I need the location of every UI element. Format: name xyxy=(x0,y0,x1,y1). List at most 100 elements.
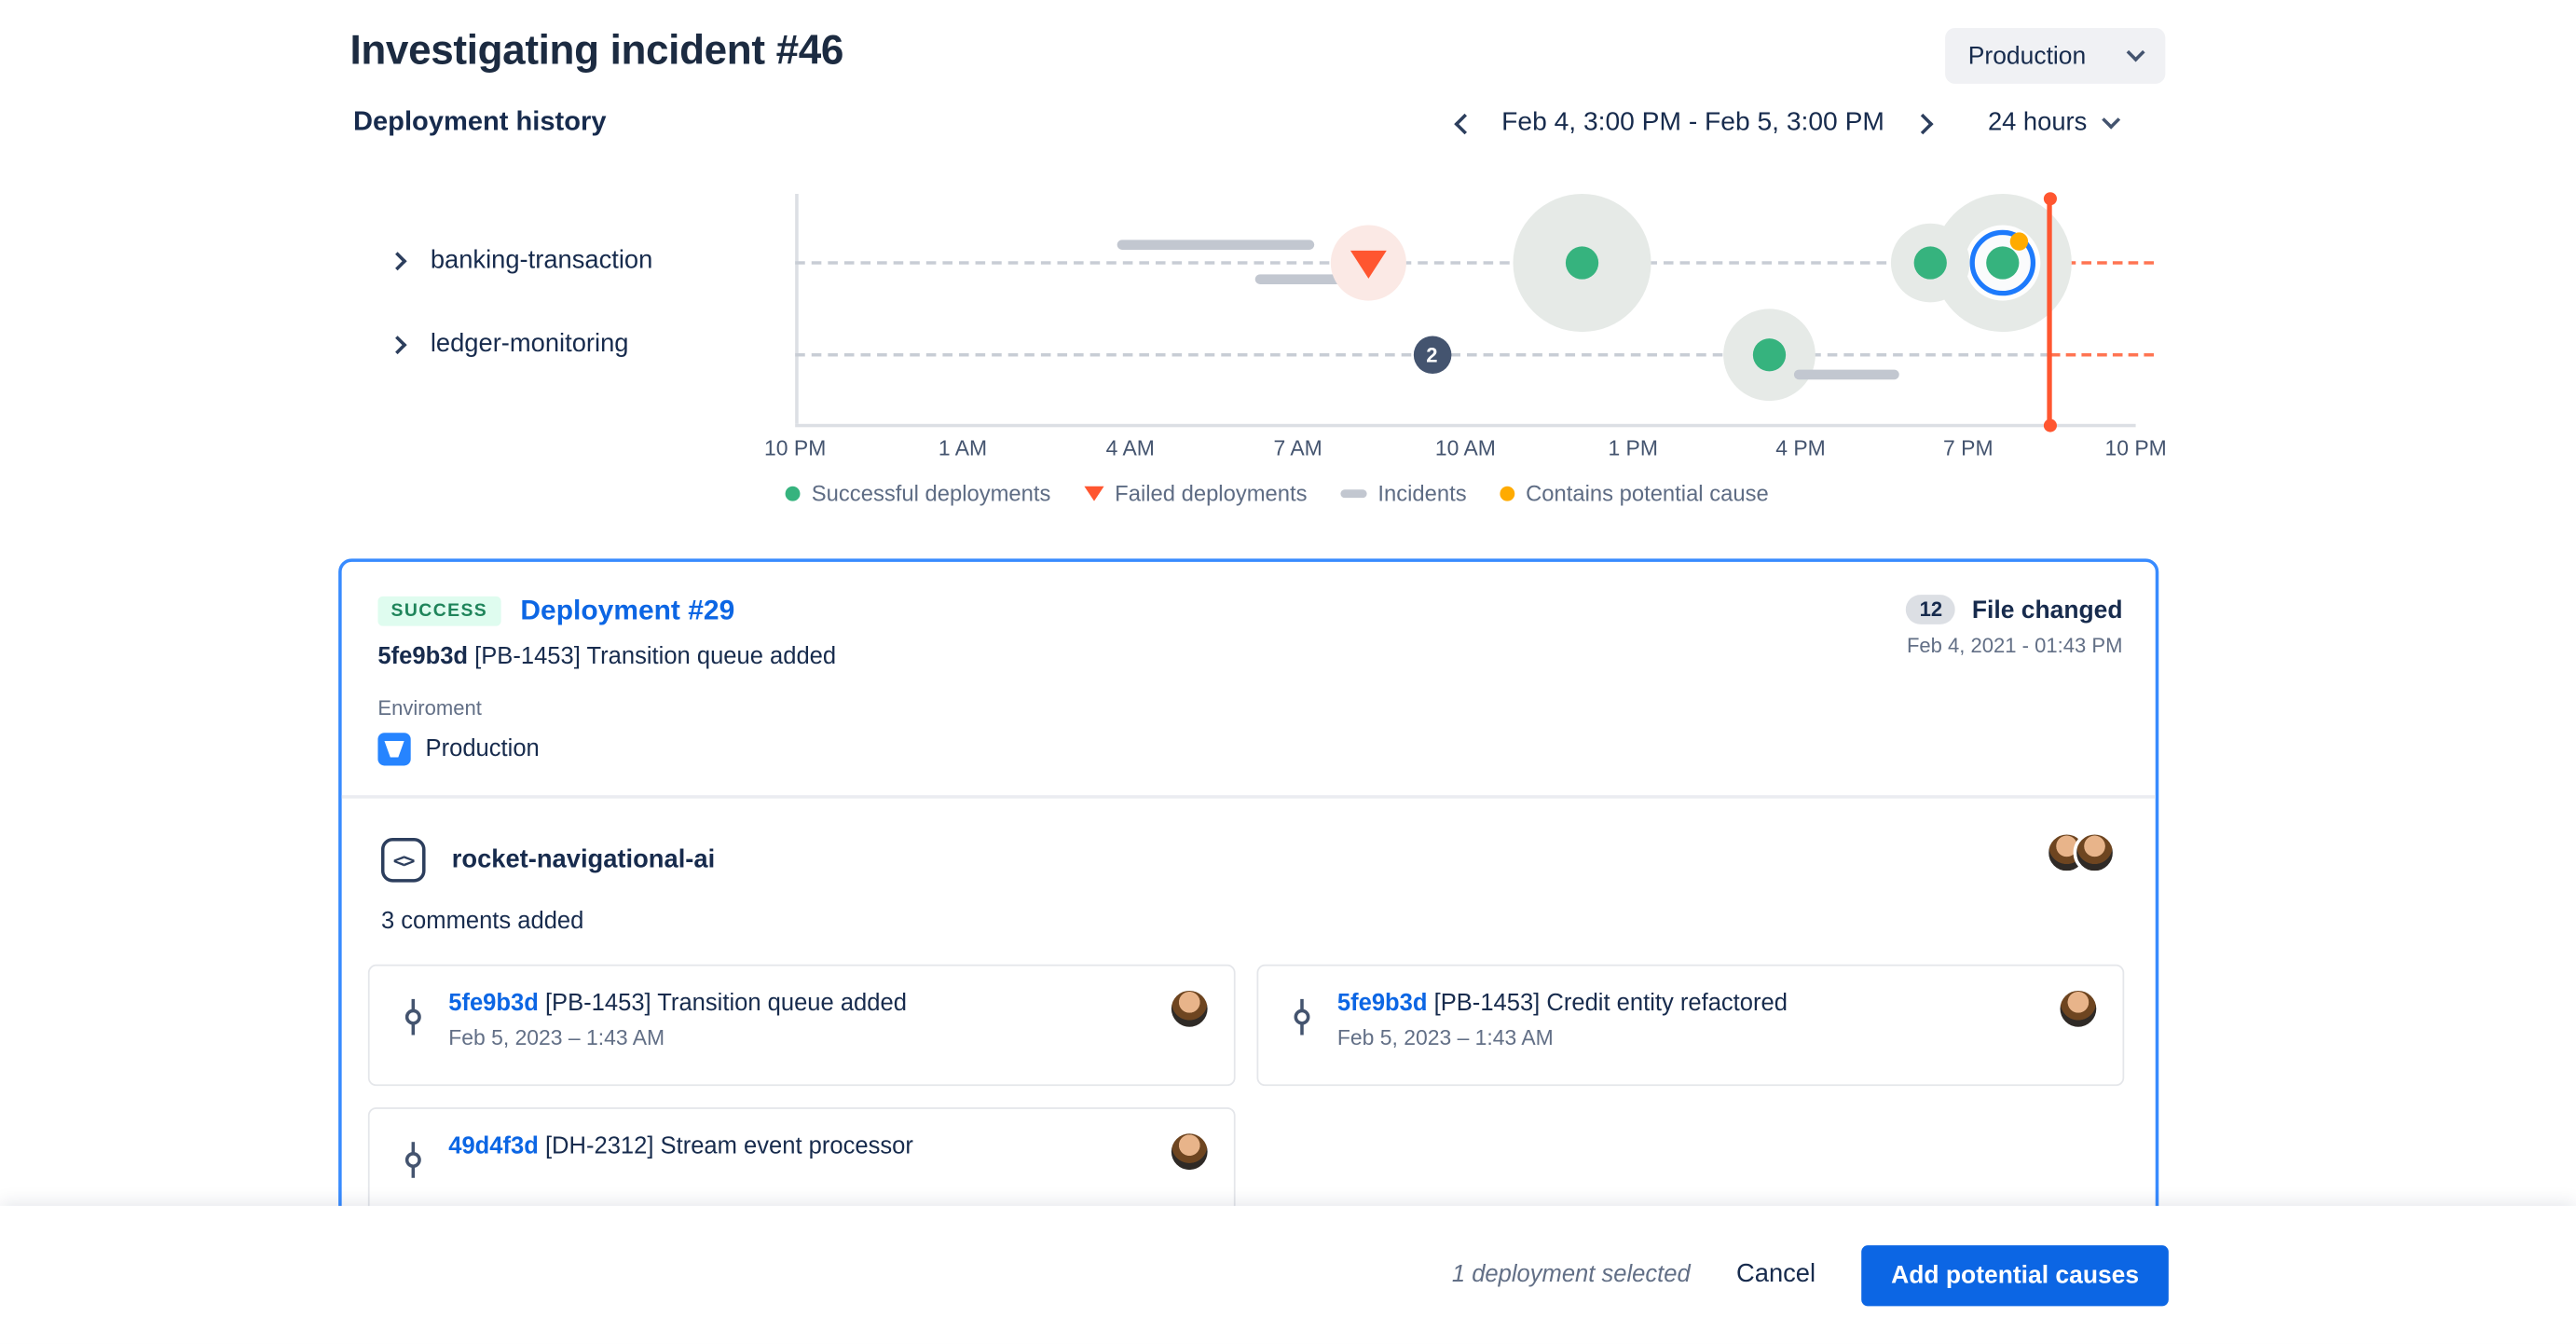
commit-message: [PB-1453] Transition queue added xyxy=(544,990,907,1018)
chart-row-label: ledger-monitoring xyxy=(430,330,629,359)
cause-legend-icon xyxy=(1499,486,1514,501)
x-axis-tick: 7 AM xyxy=(1273,435,1322,460)
bitbucket-environment-icon xyxy=(377,733,411,766)
x-axis-ticks: 10 PM 1 AM 4 AM 7 AM 10 AM 1 PM 4 PM 7 PM 10 PM xyxy=(764,435,2167,465)
commit-message: [DH-2312] Stream event processor xyxy=(544,1133,913,1160)
x-axis-tick: 7 PM xyxy=(1943,435,1994,460)
incident-bar-marker[interactable] xyxy=(1254,274,1366,284)
files-changed-label: File changed xyxy=(1971,596,2123,624)
environment-dropdown-label: Production xyxy=(1967,41,2087,70)
chevron-right-icon xyxy=(1911,112,1933,134)
commit-card[interactable]: 5fe9b3d [PB-1453] Transition queue added… xyxy=(367,964,1236,1087)
commit-hash-link[interactable]: 49d4f3d xyxy=(448,1133,539,1160)
chart-legend: Successful deployments Failed deployments… xyxy=(785,481,1769,506)
commit-message: [PB-1453] Credit entity refactored xyxy=(1433,990,1788,1018)
legend-item-failed: Failed deployments xyxy=(1083,481,1308,506)
incident-bar-marker[interactable] xyxy=(1117,240,1314,250)
code-repository-icon xyxy=(380,838,426,883)
current-time-line xyxy=(2047,199,2053,428)
row-guideline xyxy=(795,261,2050,265)
success-deployment-dot xyxy=(1986,246,2020,280)
deployment-title-link[interactable]: Deployment #29 xyxy=(520,595,735,626)
selection-count-text: 1 deployment selected xyxy=(1451,1261,1691,1289)
legend-label: Contains potential cause xyxy=(1526,481,1769,506)
x-axis-tick: 10 PM xyxy=(764,435,827,460)
commit-hash-link[interactable]: 5fe9b3d xyxy=(1336,990,1428,1018)
commit-hash-link[interactable]: 5fe9b3d xyxy=(448,990,539,1018)
repository-name: rocket-navigational-ai xyxy=(451,844,716,873)
legend-item-cause: Contains potential cause xyxy=(1499,481,1769,506)
legend-item-success: Successful deployments xyxy=(785,481,1050,506)
environment-field-label: Enviroment xyxy=(377,696,482,720)
commit-icon xyxy=(404,998,421,1035)
deployment-summary: SUCCESS Deployment #29 12 File changed F… xyxy=(342,562,2156,795)
chevron-right-icon xyxy=(388,252,407,271)
failed-legend-icon xyxy=(1083,486,1103,501)
commit-date: Feb 5, 2023 – 1:43 AM xyxy=(1336,1024,1554,1050)
failed-deployment-marker[interactable] xyxy=(1350,250,1388,279)
avatar[interactable] xyxy=(1171,1133,1208,1171)
success-deployment-marker[interactable] xyxy=(1565,246,1599,280)
repository-section: rocket-navigational-ai 3 comments added xyxy=(341,795,2156,1229)
x-axis-tick: 1 AM xyxy=(938,435,988,460)
deployment-meta: 12 File changed Feb 4, 2021 - 01:43 PM xyxy=(1906,595,2123,658)
current-time-dot-bottom xyxy=(2043,418,2057,432)
commit-icon xyxy=(1294,998,1310,1035)
commit-list: 5fe9b3d [PB-1453] Transition queue added… xyxy=(367,964,2126,1229)
row-guideline-future xyxy=(2049,352,2155,357)
incident-bar-marker[interactable] xyxy=(1793,369,1898,380)
x-axis-tick: 4 AM xyxy=(1105,435,1155,460)
prev-range-button[interactable] xyxy=(1439,102,1482,144)
commit-icon xyxy=(404,1142,421,1178)
success-deployment-marker[interactable] xyxy=(1753,338,1787,372)
environment-value-row: Production xyxy=(377,733,2122,766)
chart-row-label: banking-transaction xyxy=(430,246,653,275)
current-time-dot-top xyxy=(2043,192,2057,206)
chart-markers-layer: 2 xyxy=(795,194,2135,424)
chevron-right-icon xyxy=(388,336,407,355)
avatar[interactable] xyxy=(2073,830,2117,874)
chevron-left-icon xyxy=(1453,112,1474,134)
deployment-timestamp: Feb 4, 2021 - 01:43 PM xyxy=(1906,634,2123,658)
action-footer: 1 deployment selected Cancel Add potenti… xyxy=(0,1205,2576,1344)
environment-value: Production xyxy=(425,735,540,762)
commit-date: Feb 5, 2023 – 1:43 AM xyxy=(448,1024,665,1050)
success-legend-icon xyxy=(785,486,801,501)
commit-card[interactable]: 5fe9b3d [PB-1453] Credit entity refactor… xyxy=(1256,964,2125,1087)
commit-message: [PB-1453] Transition queue added xyxy=(474,644,837,671)
avatar[interactable] xyxy=(1171,990,1208,1027)
contributor-avatars xyxy=(2045,830,2117,874)
legend-label: Incidents xyxy=(1377,481,1467,506)
status-badge: SUCCESS xyxy=(377,596,501,626)
x-axis xyxy=(795,423,2136,427)
x-axis-tick: 10 AM xyxy=(1434,435,1496,460)
success-deployment-marker[interactable] xyxy=(1913,246,1948,280)
deployment-timeline-chart: 2 xyxy=(795,192,2155,432)
files-changed-count-badge: 12 xyxy=(1906,595,1956,624)
environment-dropdown[interactable]: Production xyxy=(1945,27,2166,84)
add-potential-causes-button[interactable]: Add potential causes xyxy=(1861,1244,2169,1306)
next-range-button[interactable] xyxy=(1904,102,1947,144)
cancel-button[interactable]: Cancel xyxy=(1736,1260,1816,1289)
date-range-nav: Feb 4, 3:00 PM - Feb 5, 3:00 PM xyxy=(1439,101,1947,146)
x-axis-tick: 4 PM xyxy=(1775,435,1826,460)
legend-item-incident: Incidents xyxy=(1339,481,1467,506)
incident-legend-icon xyxy=(1339,489,1367,499)
x-axis-tick: 1 PM xyxy=(1608,435,1658,460)
avatar[interactable] xyxy=(2060,990,2097,1027)
section-title: Deployment history xyxy=(352,106,607,137)
range-window-dropdown[interactable]: 24 hours xyxy=(1987,102,2121,144)
deployment-commit-summary: 5fe9b3d [PB-1453] Transition queue added xyxy=(377,644,2122,670)
chart-row-ledger-monitoring[interactable]: ledger-monitoring xyxy=(388,330,629,360)
grouped-deployments-marker[interactable]: 2 xyxy=(1413,336,1451,375)
range-window-label: 24 hours xyxy=(1987,108,2088,137)
commit-hash: 5fe9b3d xyxy=(377,644,469,671)
date-range-label: Feb 4, 3:00 PM - Feb 5, 3:00 PM xyxy=(1501,108,1884,137)
potential-cause-dot xyxy=(2010,232,2029,251)
chart-row-banking-transaction[interactable]: banking-transaction xyxy=(388,246,653,276)
legend-label: Failed deployments xyxy=(1115,481,1308,506)
page-title: Investigating incident #46 xyxy=(349,27,844,75)
row-guideline-future xyxy=(2049,261,2155,265)
y-axis xyxy=(795,194,798,424)
